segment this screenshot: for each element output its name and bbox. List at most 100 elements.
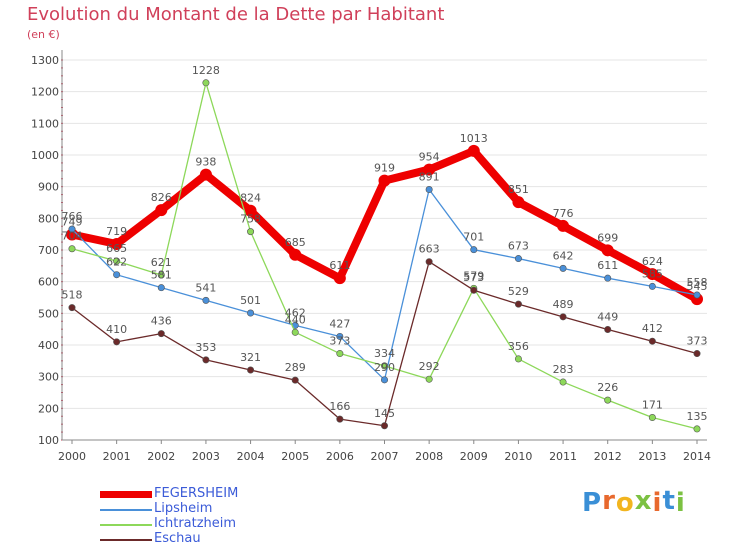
data-point	[113, 271, 121, 279]
data-label: 545	[687, 280, 708, 293]
data-point	[648, 337, 656, 345]
data-label: 410	[106, 323, 127, 336]
data-label: 699	[597, 231, 618, 244]
data-point	[512, 196, 525, 209]
x-tick-label: 2000	[58, 450, 86, 463]
data-point	[113, 338, 121, 346]
data-label: 919	[374, 162, 395, 175]
data-label: 145	[374, 407, 395, 420]
y-tick-label: 200	[38, 402, 59, 415]
data-label: 1013	[460, 132, 488, 145]
data-point	[514, 255, 522, 263]
x-tick-label: 2008	[415, 450, 443, 463]
y-tick-label: 1200	[31, 86, 59, 99]
data-label: 611	[329, 259, 350, 272]
y-tick-label: 1100	[31, 117, 59, 130]
data-label: 622	[106, 256, 127, 269]
data-label: 826	[151, 191, 172, 204]
data-label: 171	[642, 399, 663, 412]
data-point	[693, 425, 701, 433]
data-label: 289	[285, 361, 306, 374]
data-label: 412	[642, 322, 663, 335]
logo-letter: x	[634, 486, 653, 516]
series-line-eschau	[71, 261, 698, 427]
data-label: 489	[553, 298, 574, 311]
data-point	[646, 268, 659, 281]
data-label: 292	[419, 360, 440, 373]
data-label: 851	[508, 183, 529, 196]
data-label: 766	[62, 210, 83, 223]
data-point	[247, 309, 255, 317]
data-label: 665	[106, 242, 127, 255]
y-tick-label: 900	[38, 181, 59, 194]
data-label: 701	[463, 231, 484, 244]
legend-label: FEGERSHEIM	[154, 486, 239, 501]
data-label: 891	[419, 171, 440, 184]
data-point	[333, 272, 346, 285]
x-tick-label: 2005	[281, 450, 309, 463]
data-point	[604, 325, 612, 333]
data-point	[648, 282, 656, 290]
data-point	[423, 163, 436, 176]
data-label: 621	[151, 256, 172, 269]
data-label: 758	[240, 213, 261, 226]
data-point	[68, 304, 76, 312]
data-point	[155, 204, 168, 217]
data-point	[157, 271, 165, 279]
data-label: 518	[62, 289, 83, 302]
logo-letter: t	[662, 486, 676, 516]
data-label: 573	[463, 271, 484, 284]
data-label: 373	[687, 335, 708, 348]
data-point	[467, 144, 480, 157]
data-point	[693, 350, 701, 358]
chart-subtitle: (en €)	[27, 28, 60, 41]
data-label: 541	[195, 281, 216, 294]
data-label: 334	[374, 347, 395, 360]
data-label: 440	[285, 313, 306, 326]
data-label: 462	[285, 306, 306, 319]
y-tick-label: 500	[38, 307, 59, 320]
data-label: 954	[419, 151, 440, 164]
data-label: 529	[508, 285, 529, 298]
y-tick-label: 600	[38, 276, 59, 289]
logo-letter: o	[615, 488, 635, 518]
data-point	[693, 291, 701, 299]
data-point	[601, 244, 614, 257]
x-tick-label: 2007	[371, 450, 399, 463]
data-label: 642	[553, 249, 574, 262]
y-tick-label: 1300	[31, 54, 59, 67]
data-point	[425, 375, 433, 383]
data-point	[289, 248, 302, 261]
data-point	[202, 356, 210, 364]
data-point	[291, 328, 299, 336]
chart-title: Evolution du Montant de la Dette par Hab…	[27, 4, 445, 25]
data-point	[113, 257, 121, 265]
legend-label: Lipsheim	[154, 501, 213, 516]
data-label: 166	[329, 400, 350, 413]
data-label: 663	[419, 243, 440, 256]
data-label: 353	[195, 341, 216, 354]
data-label: 673	[508, 240, 529, 253]
data-point	[110, 237, 123, 250]
x-tick-label: 2003	[192, 450, 220, 463]
data-point	[380, 362, 388, 370]
data-label: 1228	[192, 64, 220, 77]
data-point	[202, 79, 210, 87]
y-tick-label: 100	[38, 434, 59, 447]
x-tick-label: 2009	[460, 450, 488, 463]
data-label: 776	[553, 207, 574, 220]
data-label: 749	[62, 215, 83, 228]
data-label: 290	[374, 361, 395, 374]
data-label: 585	[642, 267, 663, 280]
data-label: 436	[151, 315, 172, 328]
data-label: 704	[62, 230, 83, 243]
y-tick-label: 400	[38, 339, 59, 352]
data-point	[380, 376, 388, 384]
legend-swatch	[100, 524, 152, 526]
data-point	[559, 313, 567, 321]
data-point	[559, 378, 567, 386]
x-tick-label: 2004	[237, 450, 265, 463]
data-point	[157, 330, 165, 338]
data-point	[514, 355, 522, 363]
